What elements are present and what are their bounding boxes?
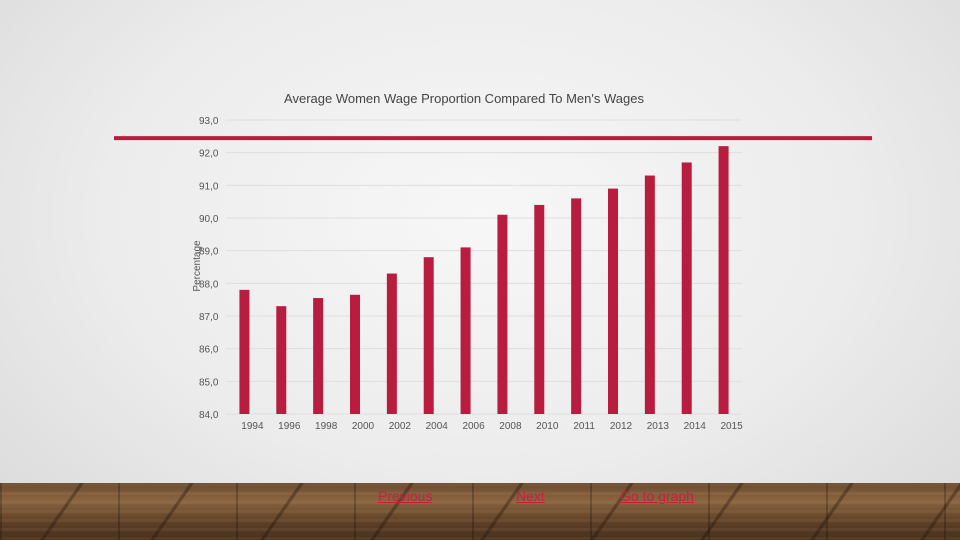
- bar-1996: [276, 306, 287, 414]
- previous-link[interactable]: Previous: [378, 488, 433, 504]
- x-axis-ticks: 1994 1996 1998 2000 2002 2004 2006 2008 2010 2011…: [241, 421, 743, 432]
- y-tick-label: 84,0: [199, 410, 219, 421]
- x-tick-label: 2014: [684, 421, 707, 432]
- x-tick-label: 2010: [536, 421, 559, 432]
- y-tick-label: 90,0: [199, 214, 219, 225]
- bar-1994: [239, 289, 250, 414]
- x-tick-label: 1998: [315, 421, 338, 432]
- y-tick-label: 88,0: [199, 279, 219, 290]
- gridlines: [226, 119, 742, 415]
- x-tick-label: 2011: [573, 421, 595, 432]
- x-tick-label: 2004: [426, 421, 449, 432]
- bar-2002: [386, 273, 397, 414]
- bar-2015: [718, 146, 729, 414]
- chart-title: Average Women Wage Proportion Compared T…: [284, 91, 644, 106]
- floor-plank-seam: [700, 483, 744, 540]
- floor-plank-seam: [810, 483, 854, 540]
- bar-2014: [681, 162, 692, 414]
- bar-1998: [313, 298, 324, 414]
- y-tick-label: 86,0: [199, 345, 219, 356]
- floor-plank-seam: [260, 483, 304, 540]
- go-to-graph-link[interactable]: Go to graph: [620, 488, 694, 504]
- bar-2006: [460, 247, 471, 414]
- floor-plank-seam: [40, 483, 84, 540]
- x-tick-label: 1996: [278, 421, 301, 432]
- wood-floor: [0, 483, 960, 540]
- bar-2010: [534, 204, 545, 414]
- y-axis-label: Percentage: [192, 240, 203, 292]
- y-tick-label: 87,0: [199, 312, 219, 323]
- y-axis-ticks: 93,0 92,0 91,0 90,0 89,0 88,0 87,0 86,0 85,0 84,0: [199, 116, 219, 421]
- y-tick-label: 91,0: [199, 181, 219, 192]
- x-tick-label: 2012: [610, 421, 633, 432]
- floor-plank-seam: [920, 483, 960, 540]
- y-tick-label: 93,0: [199, 116, 219, 127]
- x-tick-label: 2015: [720, 421, 743, 432]
- floor-plank-seam: [150, 483, 194, 540]
- bar-2013: [644, 175, 655, 414]
- x-tick-label: 2002: [389, 421, 412, 432]
- y-tick-label: 89,0: [199, 247, 219, 258]
- x-tick-label: 2013: [647, 421, 670, 432]
- bar-2000: [350, 294, 360, 414]
- bar-2008: [497, 214, 508, 414]
- bar-2004: [423, 257, 434, 414]
- x-tick-label: 1994: [241, 421, 264, 432]
- next-link[interactable]: Next: [516, 488, 545, 504]
- x-tick-label: 2000: [352, 421, 375, 432]
- bars: [239, 146, 729, 414]
- y-tick-label: 92,0: [199, 149, 219, 160]
- x-tick-label: 2006: [462, 421, 485, 432]
- x-tick-label: 2008: [499, 421, 522, 432]
- bar-2011: [571, 198, 582, 414]
- y-tick-label: 85,0: [199, 377, 219, 388]
- bar-2012: [608, 188, 618, 414]
